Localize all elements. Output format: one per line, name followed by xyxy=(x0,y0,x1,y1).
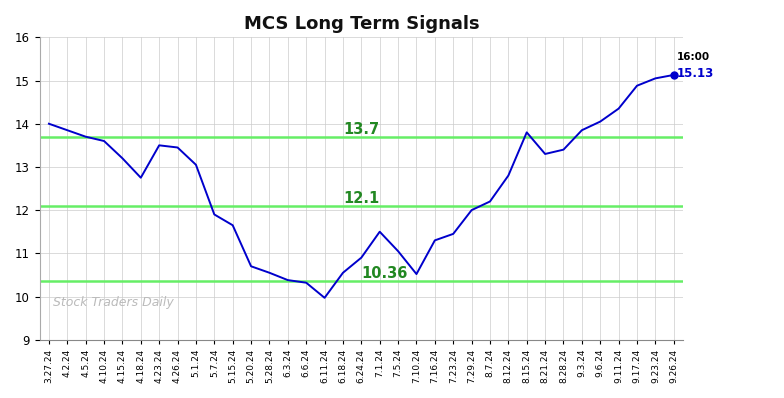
Text: Stock Traders Daily: Stock Traders Daily xyxy=(53,297,173,310)
Title: MCS Long Term Signals: MCS Long Term Signals xyxy=(244,15,479,33)
Text: 16:00: 16:00 xyxy=(677,52,710,62)
Text: 13.7: 13.7 xyxy=(343,122,379,137)
Text: 12.1: 12.1 xyxy=(343,191,379,206)
Text: 15.13: 15.13 xyxy=(677,67,713,80)
Text: 10.36: 10.36 xyxy=(361,266,408,281)
